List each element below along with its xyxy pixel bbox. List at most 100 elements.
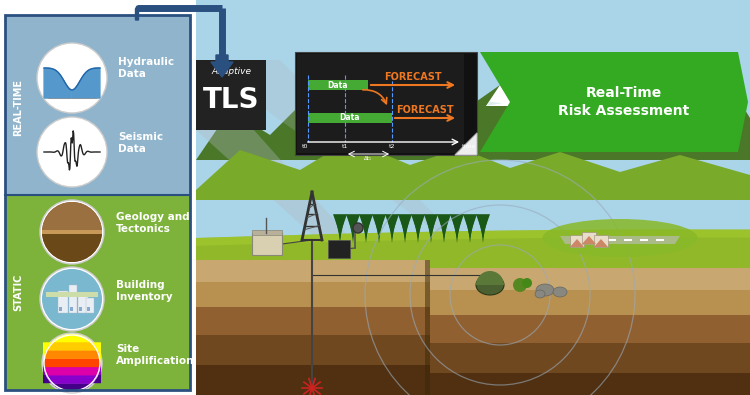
Polygon shape [57,71,58,98]
FancyArrow shape [211,55,233,77]
Polygon shape [58,73,59,98]
Polygon shape [50,68,51,98]
Polygon shape [400,218,410,239]
Bar [196,60,266,130]
Polygon shape [486,85,514,106]
Polygon shape [454,223,459,243]
Bar [252,230,282,235]
Polygon shape [376,223,381,243]
Polygon shape [425,260,430,395]
Polygon shape [390,223,394,243]
Polygon shape [69,88,70,98]
Polygon shape [486,102,502,106]
Polygon shape [78,83,79,98]
Bar [608,239,616,241]
Polygon shape [426,218,436,239]
Bar [594,235,608,247]
Polygon shape [43,363,101,375]
Polygon shape [77,84,78,98]
Text: Δt₁: Δt₁ [364,156,372,161]
Bar [79,307,82,311]
Polygon shape [196,260,750,290]
Text: FORECAST: FORECAST [384,72,442,82]
Polygon shape [480,52,748,152]
Polygon shape [387,218,397,239]
Polygon shape [585,82,615,105]
Polygon shape [196,82,750,160]
Text: TLS: TLS [202,86,259,114]
Circle shape [40,267,104,331]
Bar [196,0,750,395]
Polygon shape [79,81,80,98]
Polygon shape [83,75,84,98]
Bar [582,232,596,244]
Bar [328,240,350,258]
Polygon shape [481,223,485,243]
Circle shape [42,202,102,262]
Bar [252,233,282,255]
Polygon shape [468,223,472,243]
Polygon shape [65,83,66,98]
Polygon shape [296,95,324,116]
Polygon shape [87,71,88,98]
Polygon shape [372,214,386,234]
Polygon shape [296,112,312,116]
Polygon shape [455,133,477,155]
Polygon shape [442,223,446,243]
Polygon shape [51,68,52,98]
Bar [59,307,62,311]
Polygon shape [396,90,424,111]
Polygon shape [411,214,425,234]
Polygon shape [688,88,712,106]
Text: Real-Time
Risk Assessment: Real-Time Risk Assessment [558,86,690,118]
Polygon shape [73,90,74,98]
Wedge shape [42,232,102,262]
Polygon shape [63,79,64,98]
Polygon shape [374,218,384,239]
Polygon shape [70,90,71,98]
Polygon shape [43,342,101,363]
Polygon shape [364,223,368,243]
Bar [42,230,102,234]
Polygon shape [396,107,412,111]
Polygon shape [196,365,750,395]
Text: STATIC: STATIC [13,273,23,311]
Polygon shape [465,218,475,239]
Polygon shape [196,60,490,270]
Polygon shape [338,223,342,243]
Text: Geology and
Tectonics: Geology and Tectonics [116,212,190,234]
Polygon shape [688,102,702,106]
Polygon shape [71,90,73,98]
Polygon shape [437,214,451,234]
Bar [78,293,88,313]
Text: Data: Data [340,113,360,122]
Polygon shape [91,69,92,98]
Polygon shape [351,223,355,243]
Circle shape [42,333,102,393]
Ellipse shape [476,275,504,295]
Polygon shape [52,69,53,98]
Polygon shape [46,68,48,98]
Bar [640,239,648,241]
Polygon shape [89,69,91,98]
Circle shape [40,200,104,264]
Polygon shape [463,214,477,234]
Circle shape [513,278,527,292]
Bar [308,80,368,90]
Bar [5,195,190,390]
Circle shape [353,223,363,233]
Circle shape [37,117,107,187]
Ellipse shape [542,219,698,257]
Bar [570,235,584,247]
Text: FORECAST: FORECAST [396,105,454,115]
Polygon shape [82,76,83,98]
Polygon shape [450,214,464,234]
Polygon shape [333,214,347,234]
Polygon shape [88,70,89,98]
Polygon shape [98,68,99,98]
Polygon shape [570,239,584,247]
Polygon shape [61,76,62,98]
Polygon shape [48,68,49,98]
Ellipse shape [553,287,567,297]
Polygon shape [196,229,750,246]
